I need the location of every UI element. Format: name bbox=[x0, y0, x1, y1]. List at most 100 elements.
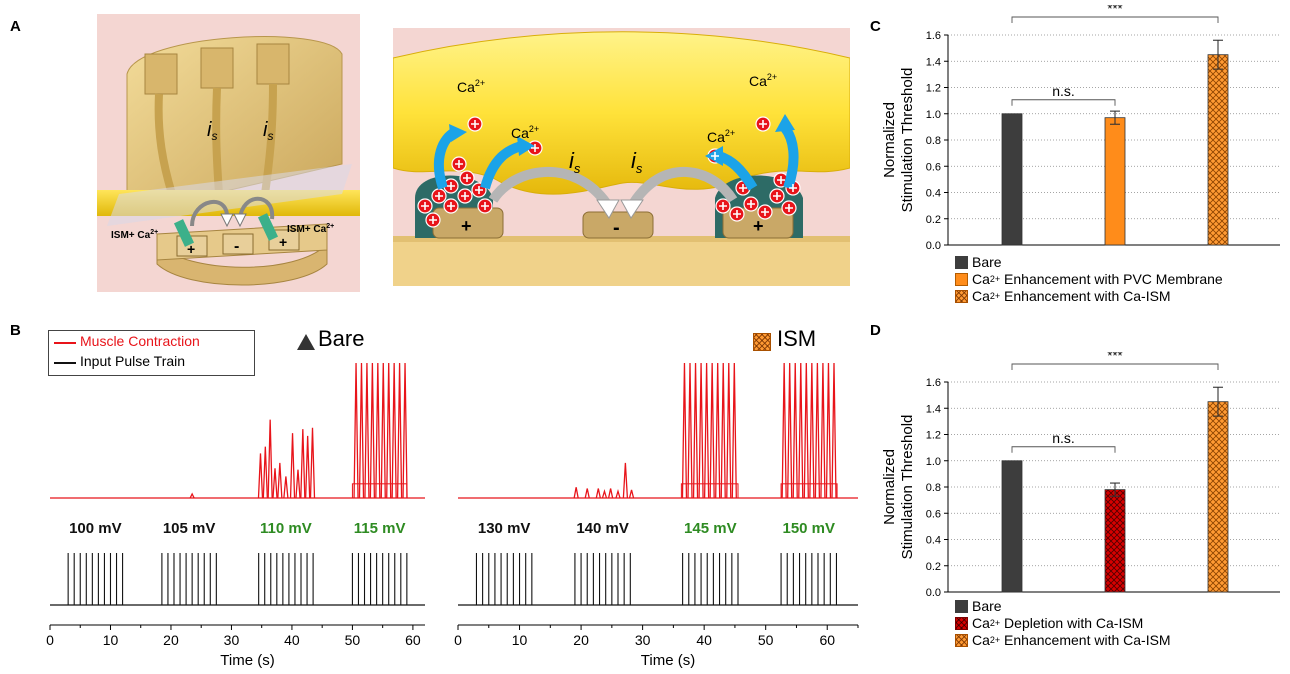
muscle-peak bbox=[369, 362, 376, 499]
legend-d-item: Ca 2+ Enhancement with Ca-ISM bbox=[955, 632, 1171, 649]
x-tick-label: 0 bbox=[454, 632, 462, 648]
base-plate bbox=[156, 242, 328, 286]
swatch-ism bbox=[955, 290, 968, 303]
bar bbox=[1104, 117, 1126, 246]
ism-title: ISM bbox=[777, 326, 817, 351]
significance-bracket bbox=[1011, 363, 1219, 370]
muscle-peak bbox=[715, 362, 721, 499]
y-tick-label: 0.8 bbox=[926, 135, 941, 147]
muscle-peak bbox=[267, 419, 273, 499]
x-tick-label: 50 bbox=[345, 632, 361, 648]
significance-label: *** bbox=[1107, 5, 1122, 16]
muscle-peak bbox=[573, 487, 579, 499]
swatch-pvc bbox=[955, 273, 968, 286]
is-label-right: i bbox=[631, 148, 637, 173]
y-tick-label: 1.6 bbox=[926, 30, 941, 42]
svg-text:Ca2+: Ca2+ bbox=[707, 128, 735, 145]
is-label-left: i bbox=[569, 148, 575, 173]
muscle-peak bbox=[681, 362, 688, 499]
muscle-peak bbox=[289, 433, 296, 499]
muscle-peak bbox=[720, 362, 726, 499]
ion-plus bbox=[471, 120, 479, 128]
panel-label-a: A bbox=[10, 18, 21, 35]
ion-plus bbox=[429, 216, 437, 224]
muscle-peak bbox=[375, 362, 381, 499]
legend-c-item: Ca 2+ Enhancement with Ca-ISM bbox=[955, 288, 1223, 305]
muscle-peak bbox=[364, 362, 370, 499]
panel-label-c: C bbox=[870, 18, 881, 35]
muscle-peak bbox=[726, 362, 732, 499]
x-tick-label: 20 bbox=[573, 632, 589, 648]
current-arrow-left bbox=[488, 166, 612, 208]
ion-plus bbox=[435, 192, 443, 200]
trace-legend bbox=[48, 330, 255, 376]
current-arrow-right bbox=[628, 166, 738, 207]
y-tick-label: 0.6 bbox=[926, 161, 941, 173]
pad-3 bbox=[256, 43, 290, 85]
ion-plus bbox=[447, 182, 455, 190]
x-tick-label: 10 bbox=[512, 632, 528, 648]
x-axis-label: Time (s) bbox=[641, 652, 695, 669]
muscle-plateau bbox=[780, 483, 838, 499]
muscle-peak bbox=[601, 488, 608, 499]
muscle-peak bbox=[283, 476, 289, 499]
significance-bracket bbox=[1011, 99, 1116, 106]
legend-d-label: Ca bbox=[972, 632, 990, 648]
muscle-peak bbox=[262, 446, 268, 499]
y-tick-label: 1.4 bbox=[926, 403, 941, 415]
legend-d-item: Bare bbox=[955, 598, 1171, 615]
ion-plus bbox=[463, 174, 471, 182]
muscle-peak bbox=[687, 362, 693, 499]
x-tick-label: 10 bbox=[103, 632, 119, 648]
legend-d-label: Bare bbox=[972, 598, 1002, 614]
legend-d-item: Ca 2+ Depletion with Ca-ISM bbox=[955, 615, 1171, 632]
muscle-peak bbox=[831, 362, 837, 499]
bar bbox=[1001, 113, 1023, 246]
trace-chart-ism: 130 mV 140 mV 145 mV 150 mV 0 10 20 30 40 50 60 Tim… bbox=[454, 362, 859, 669]
svg-text:is: is bbox=[569, 148, 581, 176]
current-arrow-right bbox=[238, 196, 275, 220]
legend-d-sup: 2+ bbox=[989, 618, 1001, 628]
muscle-peak bbox=[692, 362, 699, 499]
pad-1 bbox=[144, 53, 178, 95]
ion-plus bbox=[421, 202, 429, 210]
bar bbox=[1104, 489, 1126, 593]
electrode-minus bbox=[222, 233, 254, 255]
bar bbox=[1001, 460, 1023, 593]
voltage-label: 100 mV bbox=[69, 520, 122, 537]
y-tick-label: 0.2 bbox=[926, 214, 941, 226]
y-tick-label: 1.0 bbox=[926, 109, 941, 121]
voltage-label: 150 mV bbox=[782, 520, 835, 537]
trace-chart-bare: 100 mV 105 mV 110 mV 115 mV 0 10 20 30 40 50 60 Tim… bbox=[46, 362, 425, 669]
muscle-peak bbox=[257, 453, 264, 499]
y-tick-label: 0.2 bbox=[926, 561, 941, 573]
x-tick-label: 0 bbox=[46, 632, 54, 648]
muscle-peak bbox=[391, 362, 397, 499]
voltage-label: 110 mV bbox=[260, 520, 312, 537]
legend-c-label: Enhancement with PVC Membrane bbox=[1000, 271, 1223, 287]
svg-text:ISM+ Ca2+: ISM+ Ca2+ bbox=[287, 223, 334, 235]
ca-label-3: Ca bbox=[707, 129, 725, 145]
muscle-peak bbox=[402, 362, 408, 499]
muscle-peak bbox=[300, 429, 306, 499]
ca-label-2: Ca bbox=[511, 125, 529, 141]
muscle-peak bbox=[798, 362, 804, 499]
svg-text:Ca2+: Ca2+ bbox=[457, 78, 485, 95]
muscle-peak bbox=[787, 362, 793, 499]
ism-coating-right bbox=[257, 213, 279, 241]
y-tick-label: 1.6 bbox=[926, 377, 941, 389]
x-tick-label: 50 bbox=[758, 632, 774, 648]
muscle-peak bbox=[615, 488, 621, 499]
x-tick-label: 30 bbox=[635, 632, 651, 648]
legend-d-label: Enhancement with Ca-ISM bbox=[1000, 632, 1171, 648]
ion-plus bbox=[455, 160, 463, 168]
svg-text:Ca2+: Ca2+ bbox=[511, 124, 539, 141]
muscle-peak bbox=[803, 362, 809, 499]
ion-plus bbox=[785, 204, 793, 212]
muscle-peak bbox=[358, 362, 365, 499]
muscle-peak bbox=[792, 362, 798, 499]
y-tick-label: 0.6 bbox=[926, 508, 941, 520]
minus-label: - bbox=[234, 238, 239, 255]
legend-c-item: Ca 2+ Enhancement with PVC Membrane bbox=[955, 271, 1223, 288]
plus-right: + bbox=[753, 216, 764, 236]
